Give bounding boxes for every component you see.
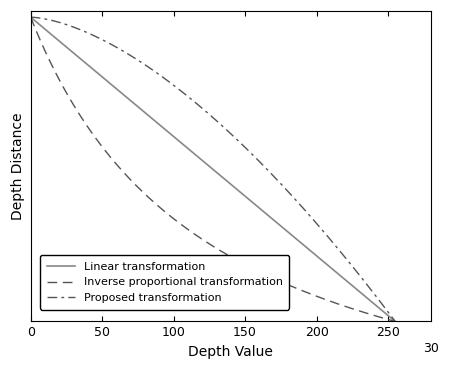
Inverse proportional transformation [46,58,52,62]
Inverse proportional transformation [392,319,398,324]
Proposed transformation [205,111,211,115]
Linear transformation [392,319,398,324]
Proposed transformation [28,15,33,19]
Text: 30: 30 [423,342,439,355]
Inverse proportional transformation [382,316,387,321]
Proposed transformation [382,305,387,309]
Line: Proposed transformation: Proposed transformation [31,17,395,322]
Inverse proportional transformation [315,295,320,299]
Linear transformation [315,255,320,259]
Linear transformation [196,155,201,159]
Proposed transformation [392,319,398,324]
Linear transformation [28,15,33,19]
Linear transformation [382,310,387,315]
Y-axis label: Depth Distance: Depth Distance [11,112,25,220]
Line: Linear transformation: Linear transformation [31,17,395,322]
Inverse proportional transformation [382,316,387,321]
Linear transformation [205,163,211,167]
Proposed transformation [382,305,387,310]
Inverse proportional transformation [28,15,33,19]
Proposed transformation [196,103,201,107]
X-axis label: Depth Value: Depth Value [189,345,273,359]
Linear transformation [46,30,52,35]
Proposed transformation [315,222,320,227]
Inverse proportional transformation [196,235,201,239]
Legend: Linear transformation, Inverse proportional transformation, Proposed transformat: Linear transformation, Inverse proportio… [40,255,289,310]
Inverse proportional transformation [205,241,211,245]
Proposed transformation [46,18,52,22]
Linear transformation [382,310,387,315]
Line: Inverse proportional transformation: Inverse proportional transformation [31,17,395,322]
